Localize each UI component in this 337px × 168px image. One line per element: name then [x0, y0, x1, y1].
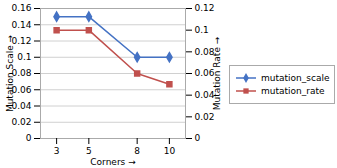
svg-text:0.02: 0.02: [195, 112, 215, 122]
svg-text:0.06: 0.06: [11, 84, 32, 95]
svg-text:8: 8: [134, 146, 140, 156]
svg-text:Corners →: Corners →: [90, 157, 136, 167]
svg-text:0: 0: [195, 133, 201, 143]
svg-text:0.14: 0.14: [11, 20, 31, 30]
html-text:mutation_rate: mutation_rate: [261, 85, 325, 96]
svg-text:0.04: 0.04: [194, 90, 215, 100]
svg-text:0.12: 0.12: [11, 35, 32, 46]
svg-text:0.08: 0.08: [11, 68, 32, 79]
svg-text:Mutation Scale →: Mutation Scale →: [5, 34, 15, 112]
svg-text:0.04: 0.04: [11, 100, 32, 111]
svg-text:0.16: 0.16: [11, 3, 31, 13]
svg-text:5: 5: [86, 146, 92, 156]
svg-text:0: 0: [26, 133, 32, 143]
html-text:mutation_scale: mutation_scale: [261, 72, 330, 83]
svg-text:Mutation Rate →: Mutation Rate →: [212, 36, 222, 110]
svg-text:0.12: 0.12: [195, 3, 215, 13]
svg-text:10: 10: [164, 146, 176, 156]
svg-text:0.08: 0.08: [194, 46, 215, 57]
svg-text:0.02: 0.02: [11, 117, 31, 127]
svg-text:0.06: 0.06: [194, 68, 215, 79]
svg-text:3: 3: [54, 146, 60, 156]
svg-text:0.1: 0.1: [17, 52, 31, 62]
svg-text:0.1: 0.1: [195, 25, 209, 35]
